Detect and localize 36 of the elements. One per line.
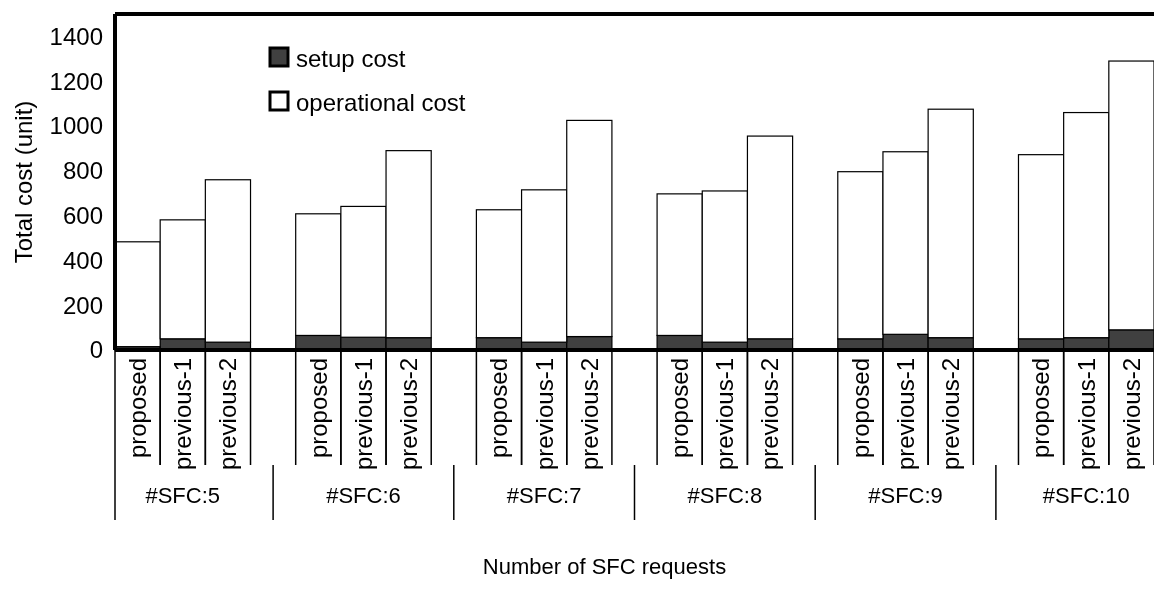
y-tick-label: 1200 (49, 67, 103, 95)
text: #SFC:10 (1042, 482, 1130, 508)
y-tick-label: 600 (62, 202, 103, 229)
x-tick-label: proposed (304, 358, 332, 459)
x-tick-label: previous-2 (395, 358, 423, 471)
y-tick-label: 800 (62, 157, 103, 185)
x-tick-label: previous-2 (1117, 358, 1145, 471)
x-tick-label: previous-1 (349, 358, 377, 471)
text: #SFC:9 (868, 482, 943, 508)
x-tick-label: previous-2 (756, 358, 784, 471)
text: #SFC:5 (145, 482, 221, 508)
x-tick-label: proposed (123, 358, 151, 459)
x-tick-label: previous-2 (214, 358, 242, 471)
x-tick-label: proposed (666, 358, 694, 459)
x-tick-label: previous-2 (937, 358, 965, 471)
y-tick-label: 1400 (49, 22, 103, 50)
text: #SFC:8 (687, 482, 763, 508)
x-tick-label: previous-2 (575, 358, 603, 471)
legend-label: setup cost (296, 45, 406, 73)
y-tick-label: 400 (62, 246, 103, 274)
text: #SFC:6 (326, 482, 401, 508)
text: #SFC:7 (506, 482, 582, 508)
y-tick-label: 200 (62, 291, 103, 319)
x-tick-label: previous-1 (711, 358, 739, 471)
x-tick-label: previous-1 (530, 358, 558, 471)
y-axis-title: Total cost (unit) (10, 100, 37, 264)
x-tick-label: proposed (846, 358, 874, 459)
x-tick-label: previous-1 (891, 358, 919, 471)
x-tick-label: proposed (1027, 358, 1055, 459)
x-tick-label: previous-1 (169, 358, 197, 471)
y-tick-label: 0 (89, 336, 103, 364)
x-tick-label: previous-1 (1072, 358, 1100, 471)
legend-label: operational cost (296, 89, 466, 117)
x-axis-title: Number of SFC requests (482, 554, 727, 579)
x-tick-label: proposed (485, 358, 513, 459)
y-tick-label: 1000 (49, 112, 103, 140)
